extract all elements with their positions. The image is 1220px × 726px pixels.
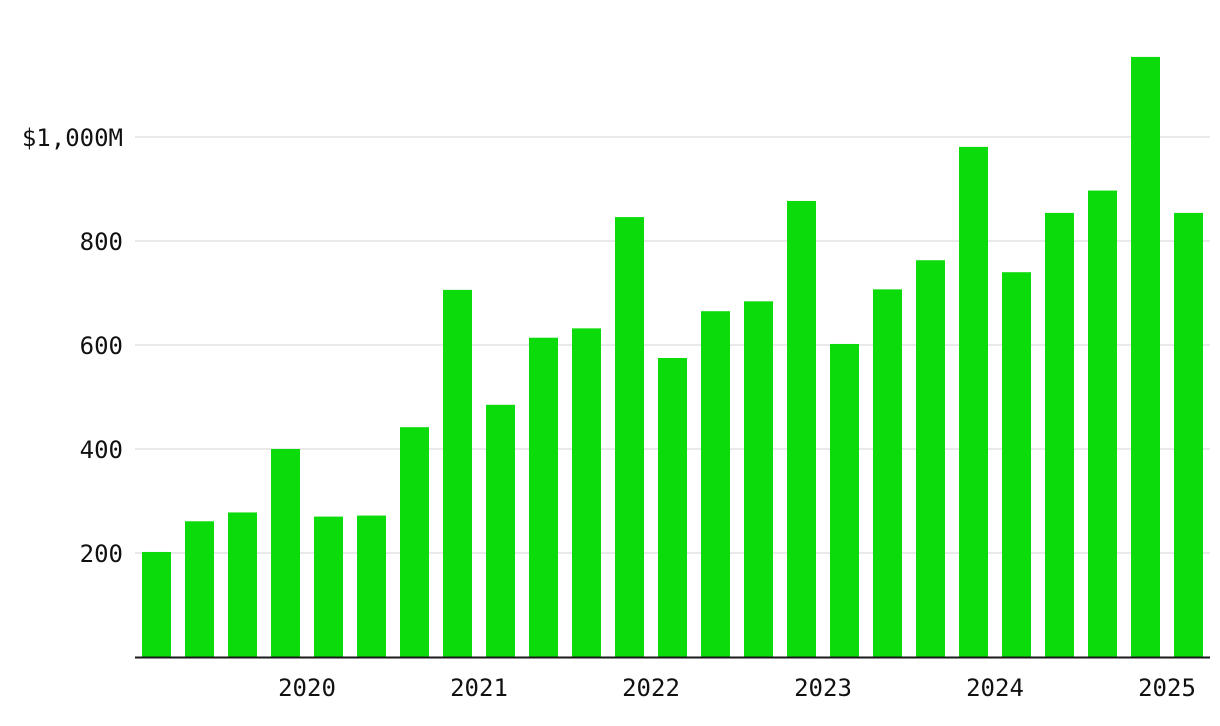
bar xyxy=(529,337,558,657)
x-tick-label: 2021 xyxy=(450,674,508,702)
bar xyxy=(185,521,214,657)
bar xyxy=(916,260,945,657)
x-tick-label: 2022 xyxy=(622,674,680,702)
y-tick-label: 400 xyxy=(80,436,123,464)
x-tick-label: 2024 xyxy=(966,674,1024,702)
bar xyxy=(314,516,343,657)
x-tick-label: 2023 xyxy=(794,674,852,702)
x-tick-label: 2025 xyxy=(1138,674,1196,702)
y-tick-label: 600 xyxy=(80,332,123,360)
bar xyxy=(959,146,988,657)
bar xyxy=(1131,56,1160,658)
bar xyxy=(1088,190,1117,657)
bar xyxy=(873,289,902,657)
bar xyxy=(228,512,257,657)
x-axis-tick-labels: 2020 2021 2022 2023 2024 2025 xyxy=(278,674,1196,702)
bar xyxy=(357,515,386,657)
bar xyxy=(142,551,171,657)
bar xyxy=(400,427,429,657)
bar xyxy=(271,449,300,657)
y-tick-label: $1,000M xyxy=(22,124,123,152)
bar xyxy=(744,301,773,657)
bar xyxy=(701,311,730,657)
y-axis-tick-labels: 200 400 600 800 $1,000M xyxy=(22,124,123,568)
bar xyxy=(1045,212,1074,658)
y-tick-label: 800 xyxy=(80,228,123,256)
bar xyxy=(486,404,515,657)
bar xyxy=(787,200,816,657)
bar xyxy=(443,289,472,657)
bar xyxy=(1174,212,1203,658)
x-tick-label: 2020 xyxy=(278,674,336,702)
y-tick-label: 200 xyxy=(80,540,123,568)
bar xyxy=(830,343,859,657)
bar xyxy=(1002,272,1031,657)
bar xyxy=(658,358,687,657)
bar xyxy=(572,328,601,657)
bar xyxy=(615,217,644,657)
bars xyxy=(142,56,1203,658)
